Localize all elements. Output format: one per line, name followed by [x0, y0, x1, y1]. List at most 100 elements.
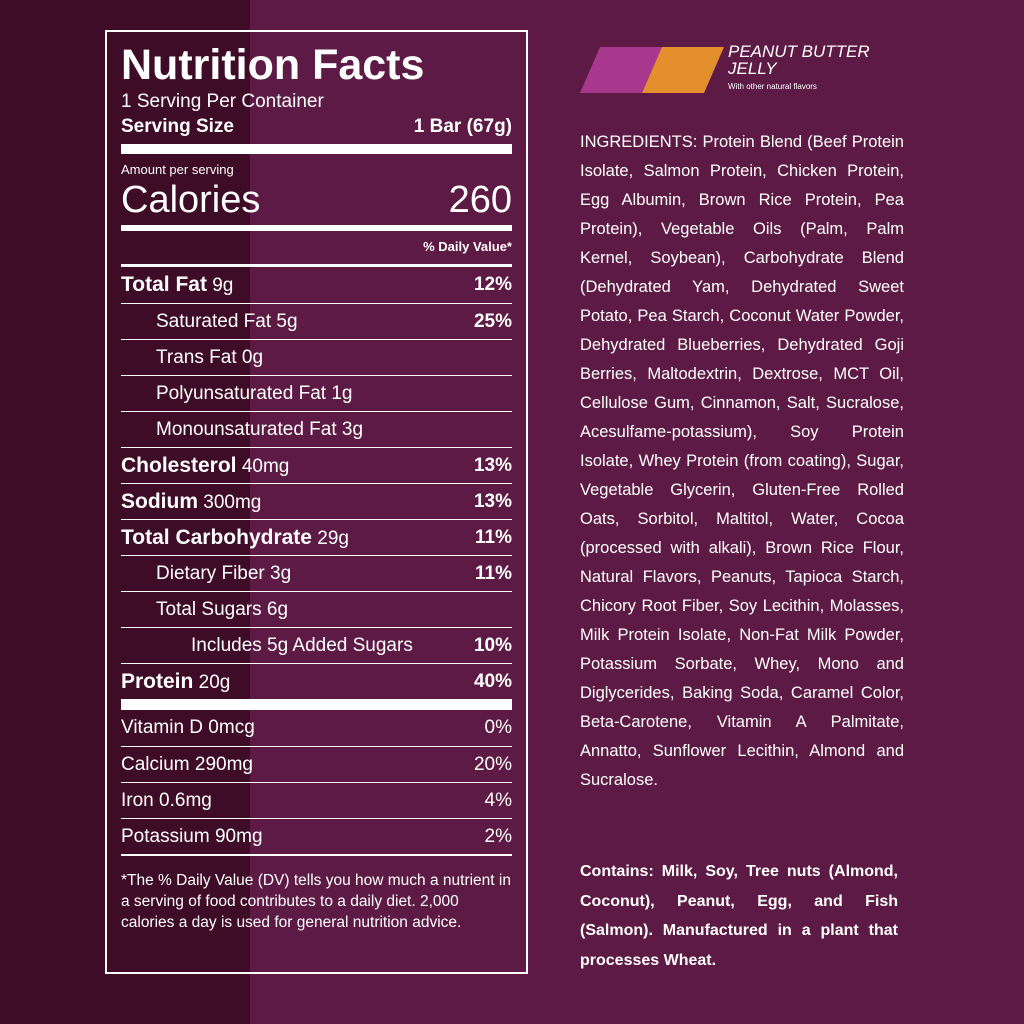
daily-value: 12%: [473, 274, 512, 295]
label-title: Nutrition Facts: [121, 41, 425, 89]
nutrient-amount: 9g: [212, 275, 234, 296]
vitamin-amount: 0mcg: [208, 717, 255, 738]
contains: Contains: Milk, Soy, Tree nuts (Almond, …: [580, 863, 898, 969]
nutrient-row: Includes 5g Added Sugars 10%: [121, 627, 512, 663]
nutrient-amount: 29g: [317, 527, 349, 549]
nutrient-left: Dietary Fiber 3g: [121, 563, 291, 585]
vitamin-name: Calcium: [121, 753, 190, 775]
nutrient-name: Cholesterol: [121, 453, 237, 477]
nutrient-name: Monounsaturated Fat: [156, 418, 337, 440]
nutrient-amount: 1g: [331, 382, 353, 404]
daily-value: 20%: [473, 753, 512, 775]
nutrients: Total Fat 9g 12% Saturated Fat 5g 25% Trans …: [121, 264, 512, 699]
nutrient-left: Total Fat 9g: [121, 273, 233, 297]
vitamin-name: Iron: [121, 789, 154, 811]
nutrient-row: Polyunsaturated Fat 1g: [121, 375, 512, 411]
nutrient-amount: 3g: [341, 418, 364, 440]
background-strip: [0, 0, 250, 1024]
vitamin-name: Vitamin D: [121, 717, 204, 738]
daily-value: 4%: [484, 789, 512, 811]
nutrient-row: Trans Fat 0g: [121, 339, 512, 375]
vitamin-left: Iron 0.6mg: [121, 790, 212, 812]
nutrient-left: Cholesterol 40mg: [121, 454, 289, 478]
calories: 260: [448, 179, 512, 221]
daily-value: 11%: [475, 562, 512, 584]
flavor-name: PEANUT BUTTER JELLY: [728, 42, 870, 78]
daily-value: 11%: [475, 526, 512, 548]
nutrient-name: Total Carbohydrate: [121, 525, 312, 549]
thick-rule: [121, 699, 512, 710]
nutrient-left: Protein 20g: [121, 670, 230, 694]
nutrient-name: Protein: [121, 669, 194, 693]
nutrient-amount: 3g: [270, 562, 292, 584]
flavor-stripes: [580, 47, 724, 93]
vitamin-amount: 0.6mg: [159, 789, 212, 811]
stripe: [642, 47, 724, 93]
nutrient-row: Total Carbohydrate 29g 11%: [121, 519, 512, 555]
vitamin-row: Calcium 290mg 20%: [121, 746, 512, 782]
nutrient-amount: 6g: [266, 598, 289, 620]
nutrient-left: Saturated Fat 5g: [121, 311, 298, 333]
medium-rule: [121, 225, 512, 231]
nutrient-row: Total Sugars 6g: [121, 591, 512, 627]
daily-value: 0%: [484, 717, 512, 738]
nutrient-row: Saturated Fat 5g 25%: [121, 303, 512, 339]
nutrient-row: Dietary Fiber 3g 11%: [121, 555, 512, 591]
nutrient-left: Sodium 300mg: [121, 490, 261, 514]
nutrient-name: Total Fat: [121, 273, 207, 296]
vitamin-row: Iron 0.6mg 4%: [121, 782, 512, 818]
vitamin-left: Potassium 90mg: [121, 826, 263, 848]
vitamin-left: Vitamin D 0mcg: [121, 717, 255, 739]
vitamin-row: Vitamin D 0mcg 0%: [121, 710, 512, 746]
nutrient-amount: 300mg: [203, 491, 262, 513]
vitamins: Vitamin D 0mcg 0% Calcium 290mg 20% Iron 0.6…: [121, 710, 512, 854]
nutrient-amount: 40mg: [241, 455, 290, 477]
nutrient-amount: 5g: [276, 310, 298, 332]
nutrient-name: Trans Fat: [156, 346, 237, 368]
nutrient-left: Includes 5g Added Sugars: [121, 635, 413, 657]
nutrient-row: Total Fat 9g 12%: [121, 267, 512, 303]
calories-label: Calories: [121, 179, 261, 221]
serving-size-row: Serving Size 1 Bar (67g): [121, 114, 512, 140]
nutrient-row: Monounsaturated Fat 3g: [121, 411, 512, 447]
vitamin-amount: 290mg: [194, 753, 254, 775]
nutrient-left: Total Sugars 6g: [121, 599, 288, 621]
nutrient-name: Polyunsaturated Fat: [156, 382, 327, 404]
daily-value-header: % Daily Value*: [423, 239, 512, 254]
footnote: *The % Daily Value (DV) tells you how mu…: [121, 872, 511, 931]
daily-value: 40%: [473, 670, 512, 692]
ingredients: INGREDIENTS: Protein Blend (Beef Protein…: [580, 133, 904, 789]
vitamin-amount: 90mg: [214, 825, 263, 847]
nutrient-row: Sodium 300mg 13%: [121, 483, 512, 519]
nutrient-amount: 20g: [198, 671, 231, 693]
nutrient-left: Monounsaturated Fat 3g: [121, 419, 363, 441]
daily-value: 13%: [473, 490, 512, 512]
thick-rule: [121, 144, 512, 154]
daily-value: 13%: [473, 454, 512, 476]
nutrient-row: Protein 20g 40%: [121, 663, 512, 699]
nutrient-name: Includes 5g Added Sugars: [191, 634, 413, 656]
daily-value: 25%: [473, 310, 512, 332]
nutrient-left: Trans Fat 0g: [121, 347, 263, 369]
serving-size: 1 Bar (67g): [413, 116, 512, 137]
nutrient-left: Total Carbohydrate 29g: [121, 526, 349, 550]
nutrient-name: Sodium: [121, 489, 198, 513]
vitamin-left: Calcium 290mg: [121, 754, 253, 776]
rule: [121, 854, 512, 856]
nutrient-amount: 0g: [241, 346, 264, 368]
nutrient-name: Total Sugars: [156, 598, 262, 620]
stripe: [580, 47, 662, 93]
serving-size-label: Serving Size: [121, 116, 234, 137]
calories-row: Calories 260: [121, 177, 512, 223]
servings: 1 Serving Per Container: [121, 91, 324, 112]
nutrient-name: Saturated Fat: [156, 310, 272, 332]
flavor-note: With other natural flavors: [728, 82, 817, 91]
daily-value: 10%: [473, 634, 512, 656]
amount-per-serving: Amount per serving: [121, 162, 234, 177]
nutrient-left: Polyunsaturated Fat 1g: [121, 383, 352, 405]
nutrient-row: Cholesterol 40mg 13%: [121, 447, 512, 483]
nutrient-name: Dietary Fiber: [156, 562, 265, 584]
vitamin-row: Potassium 90mg 2%: [121, 818, 512, 854]
nutrition-label: Nutrition Facts 1 Serving Per Container …: [105, 30, 528, 974]
